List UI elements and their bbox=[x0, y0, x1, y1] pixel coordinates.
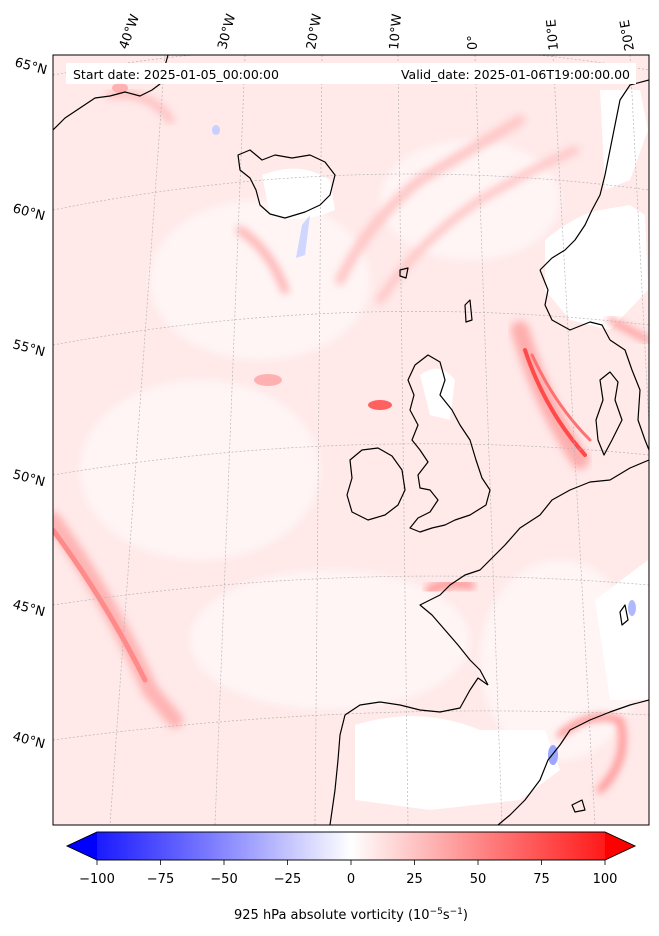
lon-label-10e: 10°E bbox=[544, 19, 562, 51]
colorbar-label-exp1: −5 bbox=[430, 907, 443, 917]
coast-greenland bbox=[53, 55, 169, 131]
lat-label-50n: 50°N bbox=[11, 467, 47, 490]
lon-label-40w: 40°W bbox=[117, 12, 143, 51]
vorticity-light-patches bbox=[80, 140, 640, 760]
colorbar-ticks: −100 −75 −50 −25 0 25 50 75 100 bbox=[79, 860, 617, 887]
lon-label-20w: 20°W bbox=[304, 13, 325, 51]
coast-great-britain bbox=[407, 354, 491, 533]
colorbar-tick-label: 100 bbox=[593, 872, 618, 887]
colorbar-tick-label: −50 bbox=[210, 872, 237, 887]
colorbar-label-main: 925 hPa absolute vorticity (10 bbox=[234, 908, 430, 923]
colorbar-tick-label: −25 bbox=[274, 872, 301, 887]
colorbar-label-mid: s bbox=[443, 908, 450, 923]
lat-label-55n: 55°N bbox=[11, 337, 47, 360]
colorbar-tick-label: −75 bbox=[147, 872, 174, 887]
coast-denmark bbox=[595, 371, 623, 456]
colorbar-tick-label: 50 bbox=[470, 872, 487, 887]
coast-europe-mainland bbox=[419, 459, 649, 686]
map-frame bbox=[52, 54, 650, 826]
map-panel bbox=[53, 55, 649, 825]
coast-balearic bbox=[571, 799, 586, 813]
coast-corsica bbox=[619, 604, 629, 626]
coastlines bbox=[53, 55, 649, 825]
coast-iberia bbox=[344, 677, 489, 716]
coast-scandinavia bbox=[539, 79, 649, 271]
coast-norway-south bbox=[539, 269, 611, 341]
lon-label-20e: 20°E bbox=[618, 19, 638, 52]
colorbar-tick-label: −100 bbox=[79, 872, 115, 887]
coast-faroe bbox=[399, 267, 409, 279]
lat-label-65n: 65°N bbox=[13, 55, 49, 78]
coast-ireland bbox=[346, 447, 406, 521]
colorbar-arrow-low bbox=[67, 832, 97, 860]
colorbar-tick-label: 0 bbox=[347, 872, 355, 887]
lat-label-40n: 40°N bbox=[11, 729, 47, 752]
lon-label-30w: 30°W bbox=[215, 12, 239, 51]
graticule bbox=[53, 55, 649, 825]
coast-shetland bbox=[464, 299, 473, 323]
valid-date-label: Valid_date: 2025-01-06T19:00:00.00 bbox=[401, 67, 630, 82]
lat-label-60n: 60°N bbox=[11, 201, 47, 224]
colorbar-body bbox=[66, 831, 636, 861]
colorbar-label-end: ) bbox=[463, 908, 468, 923]
coast-sweden bbox=[609, 339, 649, 451]
lon-label-10w: 10°W bbox=[387, 13, 405, 50]
colorbar-tick-label: 25 bbox=[406, 872, 423, 887]
colorbar-label-exp2: −1 bbox=[450, 907, 463, 917]
colorbar: −100 −75 −50 −25 0 25 50 75 100 925 hPa absolute… bbox=[66, 831, 636, 923]
local-vorticity-maxima bbox=[112, 83, 392, 410]
start-date-label: Start date: 2025-01-05_00:00:00 bbox=[73, 67, 279, 82]
coast-mediterranean bbox=[497, 699, 649, 825]
colorbar-label: 925 hPa absolute vorticity (10−5s−1) bbox=[234, 907, 468, 923]
colorbar-arrow-high bbox=[605, 832, 635, 860]
positive-vorticity-streaks bbox=[53, 90, 649, 793]
lat-label-45n: 45°N bbox=[11, 597, 47, 620]
colorbar-tick-label: 75 bbox=[533, 872, 550, 887]
longitude-labels: 40°W 30°W 20°W 10°W 0° 10°E 20°E bbox=[117, 12, 638, 52]
latitude-labels: 65°N 60°N 55°N 50°N 45°N 40°N bbox=[11, 55, 49, 752]
header-strip bbox=[66, 63, 636, 84]
coast-iceland bbox=[237, 149, 336, 219]
lon-label-0: 0° bbox=[466, 35, 481, 50]
coast-iberia-west bbox=[329, 714, 346, 825]
